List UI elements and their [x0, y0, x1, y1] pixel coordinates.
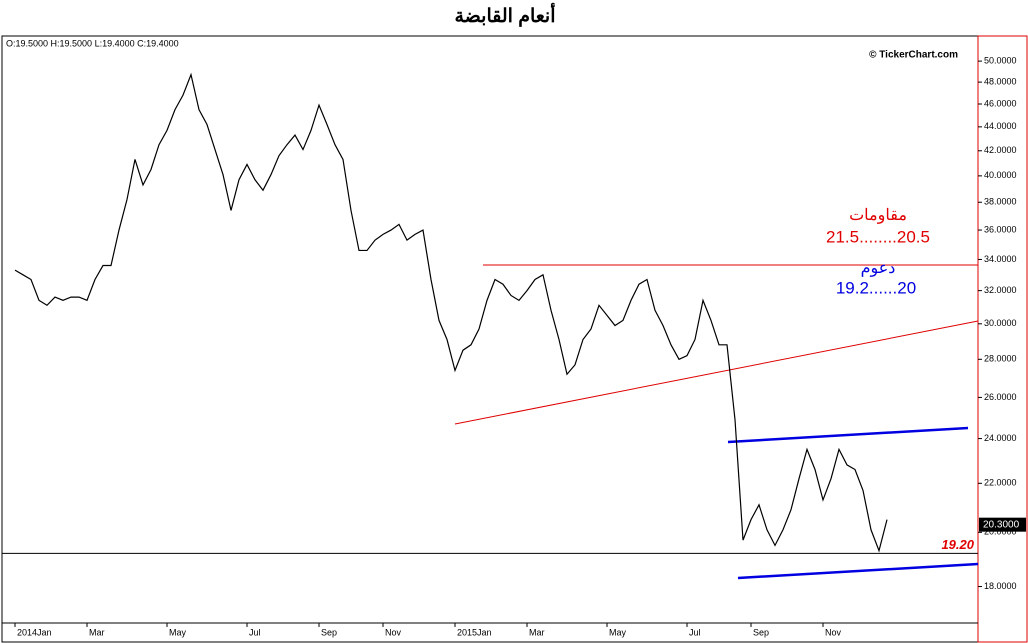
y-tick-label: 32.0000 — [984, 285, 1017, 295]
y-tick-label: 36.0000 — [984, 224, 1017, 234]
trend-line — [727, 426, 969, 444]
watermark: © TickerChart.com — [869, 50, 958, 61]
x-tick-label: Mar — [529, 627, 545, 637]
y-tick-label: 34.0000 — [984, 254, 1017, 264]
y-tick-label: 30.0000 — [984, 318, 1017, 328]
y-tick-label: 42.0000 — [984, 145, 1017, 155]
y-tick-label: 38.0000 — [984, 197, 1017, 207]
x-tick-label: Jul — [249, 627, 261, 637]
annotation: 21.5........20.5 — [826, 227, 930, 246]
last-price-box — [979, 517, 1026, 532]
x-tick-label: Nov — [825, 627, 842, 637]
annotation: 19.2......20 — [836, 278, 916, 297]
y-tick-label: 46.0000 — [984, 98, 1017, 108]
x-tick-label: Mar — [89, 627, 105, 637]
reference-label: 19.20 — [941, 537, 974, 552]
chart-title: أنعام القابضة — [455, 2, 556, 27]
x-tick-label: May — [169, 627, 187, 637]
x-tick-label: 2015Jan — [457, 627, 492, 637]
header: O:19.5000 H:19.5000 L:19.4000 C:19.4000 — [6, 38, 179, 48]
y-tick-label: 48.0000 — [984, 76, 1017, 86]
trend-line — [454, 320, 979, 425]
y-tick-label: 22.0000 — [984, 478, 1017, 488]
axis-frame — [977, 35, 1028, 643]
trend-line — [737, 562, 979, 580]
annotation: مقاومات — [849, 207, 907, 224]
x-tick-label: Jul — [689, 627, 701, 637]
y-tick-label: 28.0000 — [984, 354, 1017, 364]
x-tick-label: Sep — [753, 627, 769, 637]
y-tick-label: 50.0000 — [984, 55, 1017, 65]
annotation: دعوم — [861, 260, 896, 277]
x-tick-label: Nov — [385, 627, 402, 637]
price-line — [14, 72, 888, 553]
x-tick-label: May — [609, 627, 627, 637]
y-tick-label: 18.0000 — [984, 581, 1017, 591]
last-price-label: 20.3000 — [983, 519, 1020, 530]
y-tick-label: 44.0000 — [984, 121, 1017, 131]
x-tick-label: Sep — [321, 627, 337, 637]
x-tick-label: 2014Jan — [17, 627, 52, 637]
y-tick-label: 20.0000 — [984, 527, 1017, 537]
y-tick-label: 24.0000 — [984, 433, 1017, 443]
y-tick-label: 26.0000 — [984, 392, 1017, 402]
y-tick-label: 40.0000 — [984, 170, 1017, 180]
